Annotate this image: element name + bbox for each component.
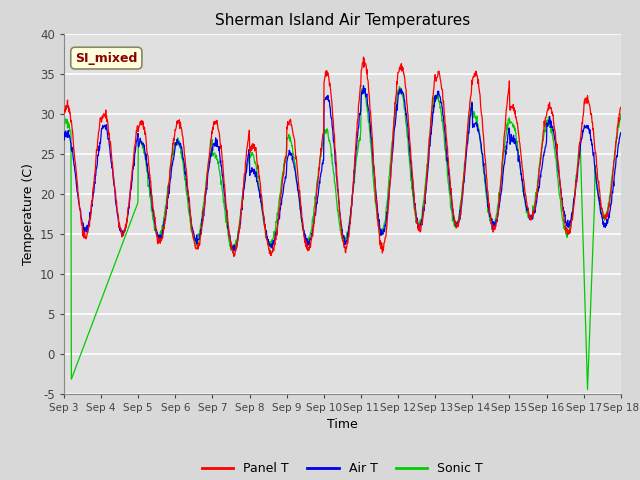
Text: SI_mixed: SI_mixed bbox=[75, 51, 138, 65]
Y-axis label: Temperature (C): Temperature (C) bbox=[22, 163, 35, 264]
Legend: Panel T, Air T, Sonic T: Panel T, Air T, Sonic T bbox=[196, 457, 488, 480]
Title: Sherman Island Air Temperatures: Sherman Island Air Temperatures bbox=[215, 13, 470, 28]
X-axis label: Time: Time bbox=[327, 418, 358, 431]
